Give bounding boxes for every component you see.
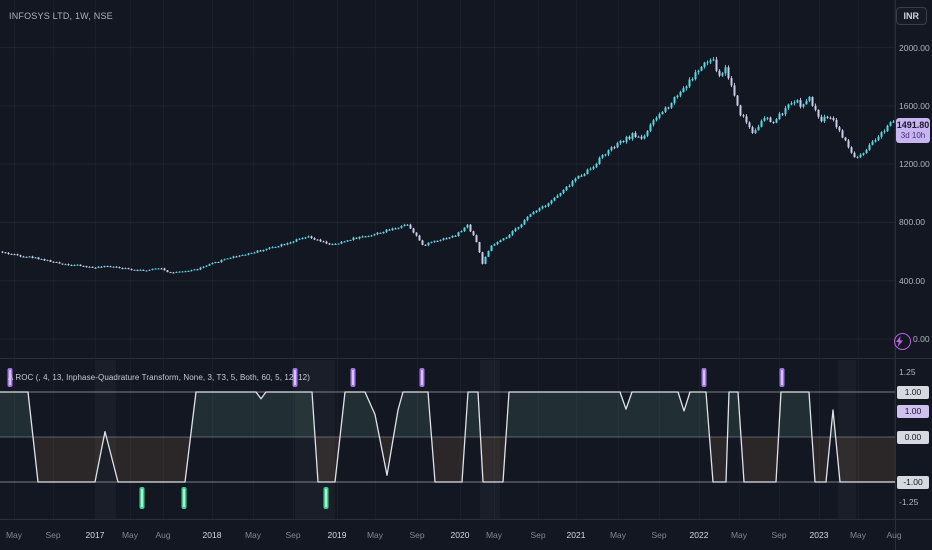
price-chart-canvas[interactable] xyxy=(0,0,895,358)
time-tick-label: 2020 xyxy=(450,530,470,540)
time-tick-label: Sep xyxy=(285,530,301,540)
indicator-tick-label: 1.25 xyxy=(899,367,916,377)
time-tick-label: Sep xyxy=(530,530,546,540)
time-tick-label: 2018 xyxy=(202,530,222,540)
price-tick-label: 400.00 xyxy=(899,275,925,286)
last-price-value: 1491.80 xyxy=(896,119,930,130)
time-tick-label: 2022 xyxy=(689,530,709,540)
time-tick-label: Sep xyxy=(409,530,425,540)
indicator-tick-label: 1.00 xyxy=(897,385,929,399)
indicator-tick-label: -1.00 xyxy=(897,475,929,489)
indicator-tick-label: 0.00 xyxy=(897,430,929,444)
panel-divider[interactable] xyxy=(0,358,932,359)
time-tick-label: 2021 xyxy=(566,530,586,540)
time-tick-label: May xyxy=(730,530,748,540)
price-tick-label: 1200.00 xyxy=(899,159,930,170)
time-tick-label: May xyxy=(121,530,139,540)
price-tick-label: 2000.00 xyxy=(899,42,930,53)
indicator-tick-label: 1.00 xyxy=(897,404,929,418)
time-tick-label: May xyxy=(244,530,262,540)
time-tick-label: May xyxy=(485,530,503,540)
time-tick-label: Aug xyxy=(886,530,902,540)
price-tick-label: 1600.00 xyxy=(899,100,930,111)
time-tick-label: May xyxy=(366,530,384,540)
lightning-bolt-glyph xyxy=(896,336,903,347)
symbol-title[interactable]: INFOSYS LTD, 1W, NSE xyxy=(9,11,113,21)
indicator-tick-label: -1.25 xyxy=(899,497,919,507)
bar-countdown-timer: 3d 10h xyxy=(900,130,926,140)
time-tick-label: Aug xyxy=(155,530,171,540)
time-tick-label: 2017 xyxy=(85,530,105,540)
price-tick-label: 800.00 xyxy=(899,217,925,228)
price-tick-label: 0.00 xyxy=(913,334,930,344)
indicator-canvas[interactable] xyxy=(0,360,895,519)
time-tick-label: May xyxy=(5,530,23,540)
time-tick-label: Sep xyxy=(651,530,667,540)
time-tick-label: May xyxy=(849,530,867,540)
time-tick-label: 2023 xyxy=(809,530,829,540)
quick-trade-lightning-icon[interactable] xyxy=(894,333,911,350)
indicator-legend[interactable]: A ROC (, 4, 13, Inphase-Quadrature Trans… xyxy=(8,373,310,382)
time-tick-label: 2019 xyxy=(327,530,347,540)
currency-badge[interactable]: INR xyxy=(895,7,927,25)
time-tick-label: Sep xyxy=(771,530,787,540)
time-tick-label: Sep xyxy=(45,530,61,540)
time-axis-divider xyxy=(0,519,932,520)
time-tick-label: May xyxy=(609,530,627,540)
last-price-label: 1491.80 3d 10h xyxy=(896,117,930,143)
price-axis-divider xyxy=(895,0,896,550)
